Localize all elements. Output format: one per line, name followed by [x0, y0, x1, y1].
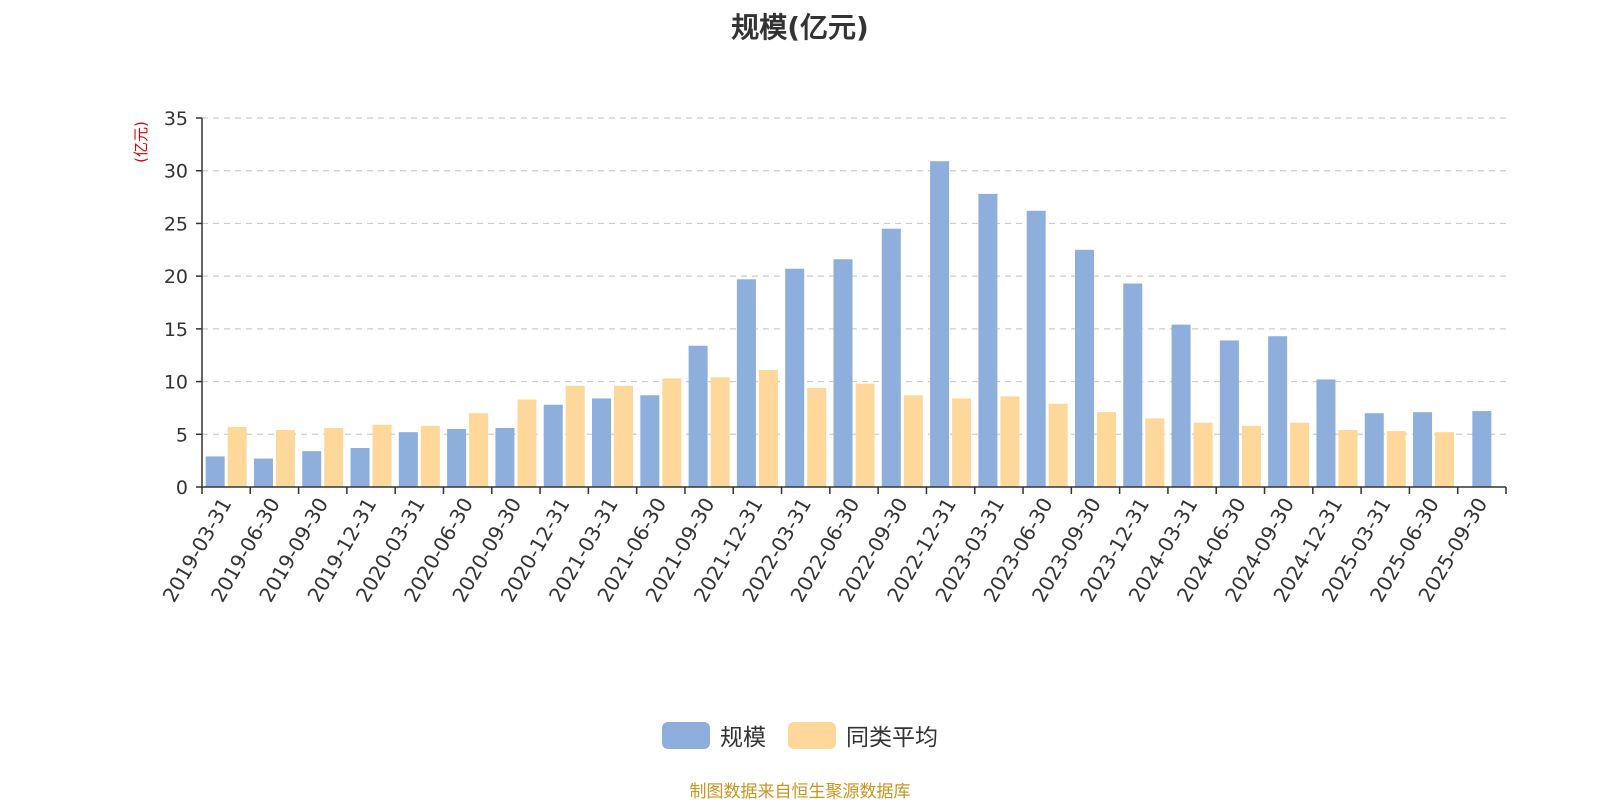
bar-peer-average[interactable] — [565, 385, 585, 487]
bar-peer-average[interactable] — [903, 395, 923, 487]
legend-label-scale: 规模 — [720, 725, 766, 751]
y-tick-label: 0 — [176, 477, 188, 499]
y-axis-unit-label: (亿元) — [132, 121, 150, 163]
bar-peer-average[interactable] — [1193, 422, 1213, 487]
bars — [205, 161, 1492, 487]
bar-scale[interactable] — [1472, 411, 1492, 487]
y-tick-label: 30 — [164, 161, 188, 183]
bar-scale[interactable] — [253, 458, 273, 487]
bar-peer-average[interactable] — [469, 413, 489, 487]
y-tick-label: 5 — [176, 424, 188, 446]
bar-scale[interactable] — [1413, 412, 1433, 487]
bar-peer-average[interactable] — [710, 377, 730, 487]
bar-peer-average[interactable] — [662, 378, 682, 487]
bar-scale[interactable] — [350, 447, 370, 487]
bar-peer-average[interactable] — [758, 369, 778, 487]
bar-scale[interactable] — [1074, 249, 1094, 487]
bar-peer-average[interactable] — [1290, 422, 1310, 487]
bar-peer-average[interactable] — [227, 426, 247, 487]
bar-peer-average[interactable] — [1386, 431, 1406, 487]
bar-peer-average[interactable] — [1048, 403, 1068, 487]
bar-scale[interactable] — [302, 451, 322, 487]
bar-scale[interactable] — [447, 429, 467, 487]
bar-scale[interactable] — [1123, 283, 1143, 487]
y-tick-label: 15 — [164, 319, 188, 341]
bar-scale[interactable] — [881, 228, 901, 487]
y-tick-label: 20 — [164, 266, 188, 288]
bar-scale[interactable] — [398, 432, 418, 487]
chart-title: 规模(亿元) — [731, 11, 869, 44]
bar-scale[interactable] — [785, 268, 805, 487]
bar-scale[interactable] — [833, 259, 853, 487]
x-axis-tick-labels: 2019-03-312019-06-302019-09-302019-12-31… — [158, 493, 1493, 606]
bar-scale[interactable] — [1171, 324, 1191, 487]
bar-scale[interactable] — [1364, 413, 1384, 487]
legend-label-peer-average: 同类平均 — [846, 725, 938, 751]
bar-scale[interactable] — [543, 404, 563, 487]
y-axis-tick-labels: 0 5 10 15 20 25 30 35 — [164, 108, 188, 499]
bar-peer-average[interactable] — [1435, 432, 1455, 487]
y-tick-label: 35 — [164, 108, 188, 130]
bar-peer-average[interactable] — [1000, 396, 1020, 487]
axes — [196, 117, 1507, 494]
bar-scale[interactable] — [930, 161, 950, 487]
bar-scale[interactable] — [495, 427, 515, 487]
bar-scale[interactable] — [1268, 336, 1288, 487]
bar-peer-average[interactable] — [372, 424, 392, 487]
legend-item-peer-average[interactable]: 同类平均 — [788, 718, 938, 752]
legend-swatch-scale — [662, 721, 710, 749]
bar-scale[interactable] — [688, 345, 708, 487]
y-tick-label: 10 — [164, 372, 188, 394]
source-note: 制图数据来自恒生聚源数据库 — [689, 782, 911, 802]
bar-peer-average[interactable] — [1145, 418, 1165, 487]
bar-peer-average[interactable] — [1338, 430, 1358, 487]
bar-peer-average[interactable] — [324, 427, 344, 487]
bar-scale[interactable] — [205, 456, 225, 487]
bar-peer-average[interactable] — [1241, 425, 1261, 487]
bar-peer-average[interactable] — [614, 385, 634, 487]
y-tick-label: 25 — [164, 213, 188, 235]
bar-scale[interactable] — [1219, 340, 1239, 487]
bar-peer-average[interactable] — [952, 398, 972, 487]
bar-peer-average[interactable] — [807, 387, 827, 487]
bar-peer-average[interactable] — [275, 430, 295, 487]
bar-peer-average[interactable] — [855, 383, 875, 487]
grid-lines — [202, 117, 1506, 435]
legend-swatch-peer-average — [788, 721, 836, 749]
bar-scale[interactable] — [1316, 379, 1336, 487]
bar-peer-average[interactable] — [1096, 412, 1116, 487]
bar-scale[interactable] — [978, 193, 998, 487]
legend: 规模 同类平均 — [0, 718, 1600, 752]
bar-peer-average[interactable] — [420, 425, 440, 487]
bar-peer-average[interactable] — [517, 399, 537, 487]
bar-scale[interactable] — [592, 398, 612, 487]
bar-scale[interactable] — [736, 279, 756, 487]
bar-scale[interactable] — [1026, 210, 1046, 487]
bar-scale[interactable] — [640, 395, 660, 487]
legend-item-scale[interactable]: 规模 — [662, 718, 766, 752]
